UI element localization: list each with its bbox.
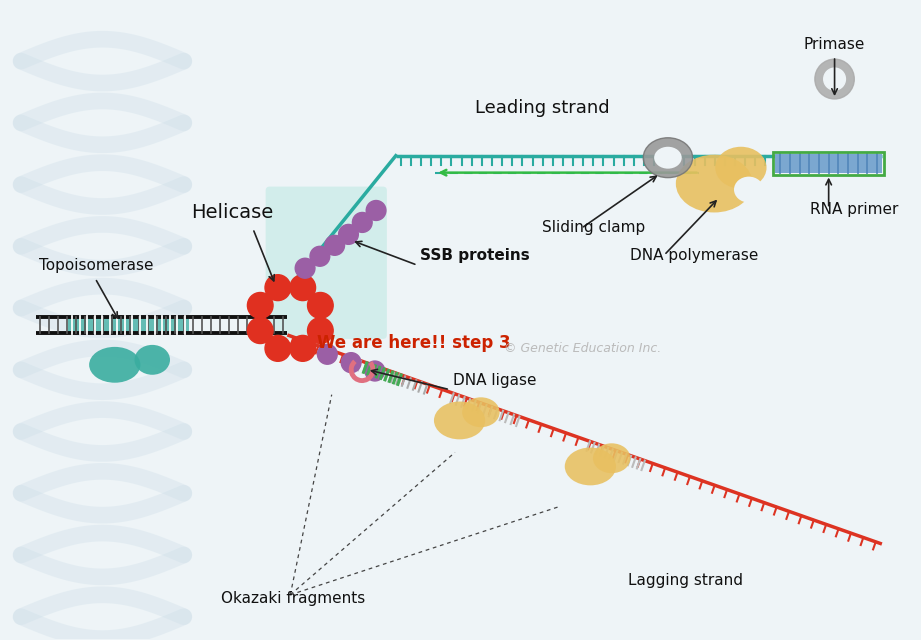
Bar <box>775 154 882 173</box>
Circle shape <box>265 335 291 362</box>
Ellipse shape <box>434 401 485 439</box>
Ellipse shape <box>462 397 499 427</box>
Text: Primase: Primase <box>803 37 865 52</box>
Ellipse shape <box>89 347 140 383</box>
Circle shape <box>325 236 344 255</box>
Circle shape <box>339 225 358 244</box>
Circle shape <box>265 275 291 301</box>
Circle shape <box>290 335 316 362</box>
Text: We are here!! step 3: We are here!! step 3 <box>317 334 510 352</box>
Circle shape <box>367 200 386 220</box>
Circle shape <box>365 361 385 381</box>
Circle shape <box>815 59 855 99</box>
Ellipse shape <box>716 147 766 189</box>
Circle shape <box>308 317 333 344</box>
Ellipse shape <box>565 447 616 485</box>
Ellipse shape <box>654 147 682 169</box>
Bar <box>774 152 884 175</box>
Circle shape <box>296 259 315 278</box>
Text: Leading strand: Leading strand <box>474 99 610 117</box>
Ellipse shape <box>676 155 752 212</box>
Circle shape <box>290 275 316 301</box>
Text: © Genetic Education Inc.: © Genetic Education Inc. <box>505 342 661 355</box>
Ellipse shape <box>643 138 693 178</box>
Circle shape <box>310 246 330 266</box>
Text: Sliding clamp: Sliding clamp <box>542 220 645 236</box>
Text: SSB proteins: SSB proteins <box>421 248 530 263</box>
Circle shape <box>342 353 361 372</box>
Text: DNA ligase: DNA ligase <box>453 372 537 388</box>
Ellipse shape <box>134 345 170 375</box>
Circle shape <box>318 344 337 364</box>
Text: DNA polymerase: DNA polymerase <box>631 248 759 263</box>
Ellipse shape <box>593 444 631 473</box>
Text: RNA primer: RNA primer <box>810 202 898 218</box>
Circle shape <box>248 317 273 344</box>
Circle shape <box>248 292 273 318</box>
Ellipse shape <box>734 177 764 202</box>
Circle shape <box>308 292 333 318</box>
Text: Lagging strand: Lagging strand <box>627 573 742 588</box>
Text: Helicase: Helicase <box>191 204 273 223</box>
FancyBboxPatch shape <box>265 187 387 339</box>
Circle shape <box>823 68 845 90</box>
Text: Topoisomerase: Topoisomerase <box>39 258 154 273</box>
Circle shape <box>353 212 372 232</box>
Text: Okazaki fragments: Okazaki fragments <box>221 591 366 606</box>
Bar <box>68 316 189 334</box>
